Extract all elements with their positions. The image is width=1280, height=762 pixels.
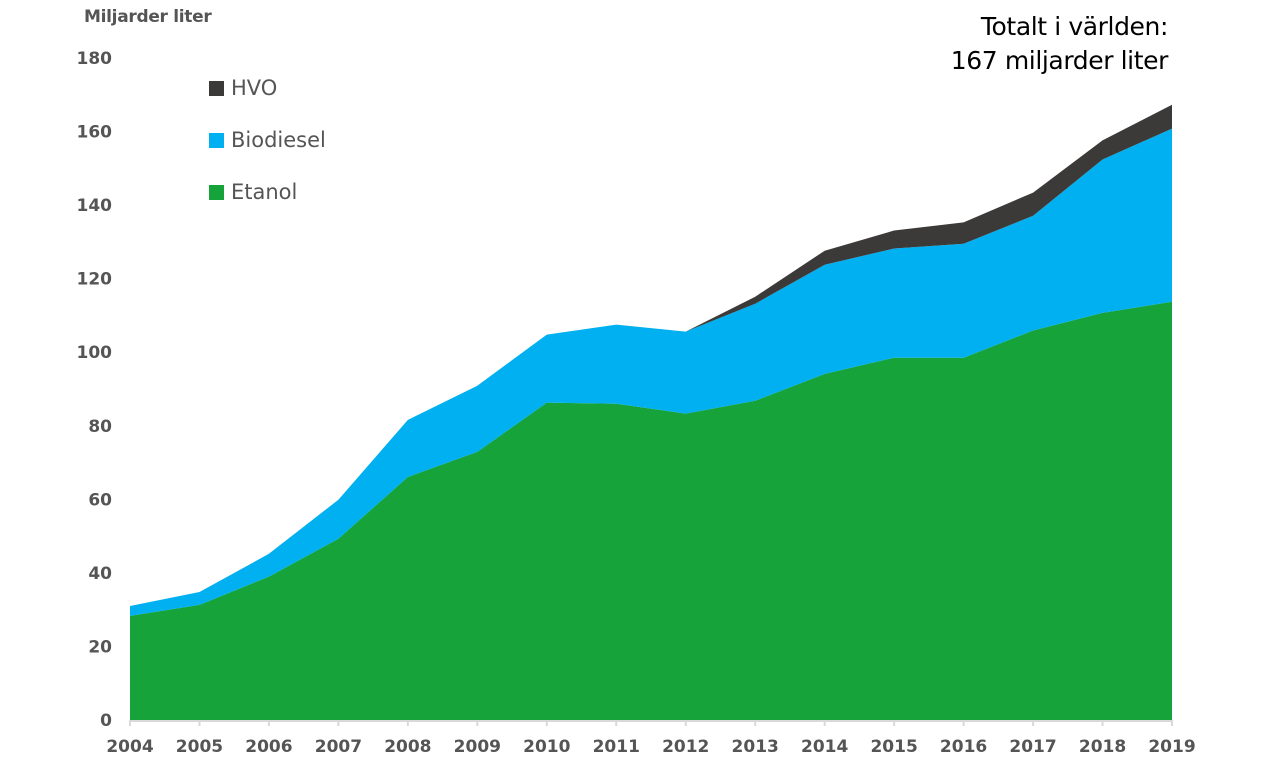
x-axis: 2004 2005 2006 2007 2008 2009 2010 2011 2012 2013… [106,720,1196,757]
x-tick-label: 2011 [593,737,640,757]
x-tick-label: 2004 [106,737,153,757]
legend-swatch-biodiesel [209,132,224,148]
x-tick-label: 2012 [662,737,709,757]
x-tick-label: 2005 [176,737,223,757]
x-tick-label: 2019 [1148,737,1195,757]
y-tick-label: 140 [77,196,113,216]
total-annotation: Totalt i världen: 167 miljarder liter [950,10,1169,78]
x-tick-label: 2007 [315,737,362,757]
legend-item-hvo: HVO [209,62,326,114]
y-tick-label: 20 [88,637,112,657]
y-tick-label: 40 [88,564,112,584]
total-annotation-line-1: Totalt i världen: [980,12,1168,41]
legend-item-etanol: Etanol [209,166,326,218]
y-tick-label: 100 [77,343,113,363]
legend-label-biodiesel: Biodiesel [231,128,326,152]
y-axis: 0 20 40 60 80 100 120 140 160 180 [77,49,113,731]
y-tick-label: 60 [88,490,112,510]
x-tick-label: 2017 [1009,737,1056,757]
legend-swatch-etanol [209,184,224,200]
area-layers [130,104,1172,720]
x-tick-label: 2015 [870,737,917,757]
legend-swatch-hvo [209,80,224,96]
y-tick-label: 80 [88,417,112,437]
x-tick-label: 2009 [454,737,501,757]
total-annotation-line-2: 167 miljarder liter [950,46,1169,75]
x-tick-label: 2013 [732,737,779,757]
legend: HVO Biodiesel Etanol [209,62,326,218]
legend-label-hvo: HVO [231,76,278,100]
y-axis-title: Miljarder liter [84,7,212,27]
x-tick-label: 2006 [245,737,292,757]
y-tick-label: 160 [77,123,113,143]
x-tick-label: 2010 [523,737,570,757]
x-tick-label: 2016 [940,737,987,757]
x-tick-label: 2014 [801,737,848,757]
area-etanol [130,301,1172,720]
y-tick-label: 0 [100,711,112,731]
x-tick-label: 2018 [1079,737,1126,757]
x-tick-label: 2008 [384,737,431,757]
y-tick-label: 120 [77,270,113,290]
area-biodiesel [130,128,1172,616]
legend-label-etanol: Etanol [231,180,298,204]
y-tick-label: 180 [77,49,113,69]
legend-item-biodiesel: Biodiesel [209,114,326,166]
area-hvo [130,104,1172,606]
